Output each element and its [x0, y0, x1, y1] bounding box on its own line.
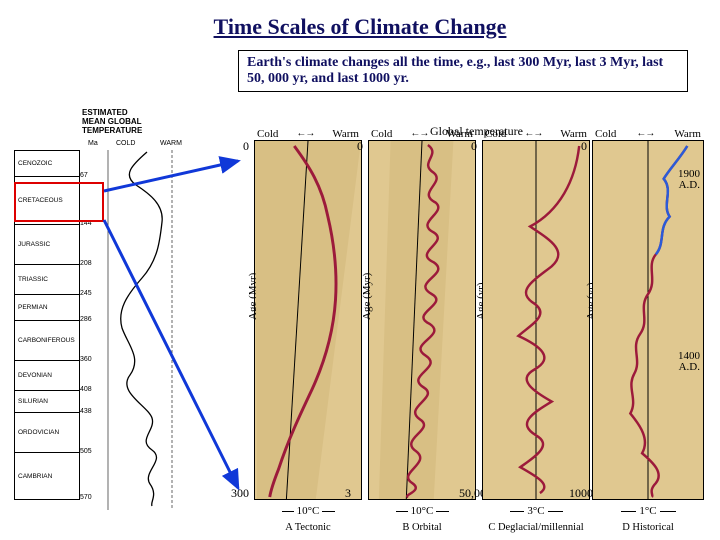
cold-warm-header: Cold←→Warm	[255, 128, 361, 140]
temperature-scale: 10°C	[282, 505, 335, 517]
temperature-scale: 1°C	[621, 505, 676, 517]
subtitle-box: Earth's climate changes all the time, e.…	[238, 50, 688, 92]
panel-curve	[593, 141, 703, 499]
geo-age-tick: 438	[80, 408, 92, 415]
axis-bottom-value: 3	[345, 486, 351, 501]
panel-caption: B Orbital	[369, 522, 475, 533]
cold-warm-header: Cold←→Warm	[593, 128, 703, 140]
subtitle-text: Earth's climate changes all the time, e.…	[247, 55, 663, 86]
geo-period-permian: PERMIAN	[15, 295, 80, 321]
highlight-box	[14, 182, 104, 222]
temperature-scale: 3°C	[510, 505, 563, 517]
geo-header-cold: COLD	[116, 140, 135, 147]
geological-timescale-panel: ESTIMATEDMEAN GLOBALTEMPERATURE Ma COLD …	[10, 110, 240, 530]
axis-bottom-value: 1000	[569, 486, 593, 501]
axis-top-value: 0	[471, 139, 477, 154]
panel-d-year-label: 1400A.D.	[678, 351, 700, 373]
geo-period-cenozoic: CENOZOIC	[15, 151, 80, 177]
geo-age-tick: 208	[80, 260, 92, 267]
geo-age-tick: 360	[80, 356, 92, 363]
chart-area: ESTIMATEDMEAN GLOBALTEMPERATURE Ma COLD …	[10, 110, 710, 530]
panel-c: Cold←→Warm 0 50,000 Age (yr) 3°C C Degla…	[482, 140, 590, 500]
geo-period-cambrian: CAMBRIAN	[15, 453, 80, 499]
geo-temperature-curve	[102, 150, 192, 510]
panel-curve	[369, 141, 475, 499]
geo-header-ma: Ma	[88, 140, 98, 147]
panel-a: Cold←→Warm 0 300 Age (Myr) 10°C A Tecton…	[254, 140, 362, 500]
geo-age-tick: 408	[80, 386, 92, 393]
panel-d-year-label: 1900A.D.	[678, 169, 700, 191]
axis-bottom-value: 300	[231, 486, 249, 501]
geo-age-tick: 505	[80, 448, 92, 455]
cold-warm-header: Cold←→Warm	[483, 128, 589, 140]
geo-age-tick: 245	[80, 290, 92, 297]
slide-title: Time Scales of Climate Change	[0, 0, 720, 40]
geo-period-devonian: DEVONIAN	[15, 361, 80, 391]
axis-top-value: 0	[357, 139, 363, 154]
geo-period-carboniferous: CARBONIFEROUS	[15, 321, 80, 361]
geo-period-ordovician: ORDOVICIAN	[15, 413, 80, 453]
panel-d: Cold←→Warm 0 1000 Age (yr) 1°C D Histori…	[592, 140, 704, 500]
geo-period-jurassic: JURASSIC	[15, 225, 80, 265]
temperature-scale: 10°C	[396, 505, 449, 517]
geo-period-triassic: TRIASSIC	[15, 265, 80, 295]
geo-period-silurian: SILURIAN	[15, 391, 80, 413]
panel-curve	[483, 141, 589, 499]
panel-caption: D Historical	[593, 522, 703, 533]
geo-age-tick: 67	[80, 172, 88, 179]
panel-caption: A Tectonic	[255, 522, 361, 533]
panel-b: Cold←→Warm 0 3 Age (Myr) 10°C B Orbital	[368, 140, 476, 500]
axis-top-value: 0	[581, 139, 587, 154]
estimated-temp-label: ESTIMATEDMEAN GLOBALTEMPERATURE	[82, 108, 142, 135]
geo-age-tick: 286	[80, 316, 92, 323]
cold-warm-header: Cold←→Warm	[369, 128, 475, 140]
panel-curve	[255, 141, 361, 499]
axis-top-value: 0	[243, 139, 249, 154]
geo-age-tick: 570	[80, 494, 92, 501]
panel-caption: C Deglacial/millennial	[483, 522, 589, 533]
geo-header-warm: WARM	[160, 140, 182, 147]
